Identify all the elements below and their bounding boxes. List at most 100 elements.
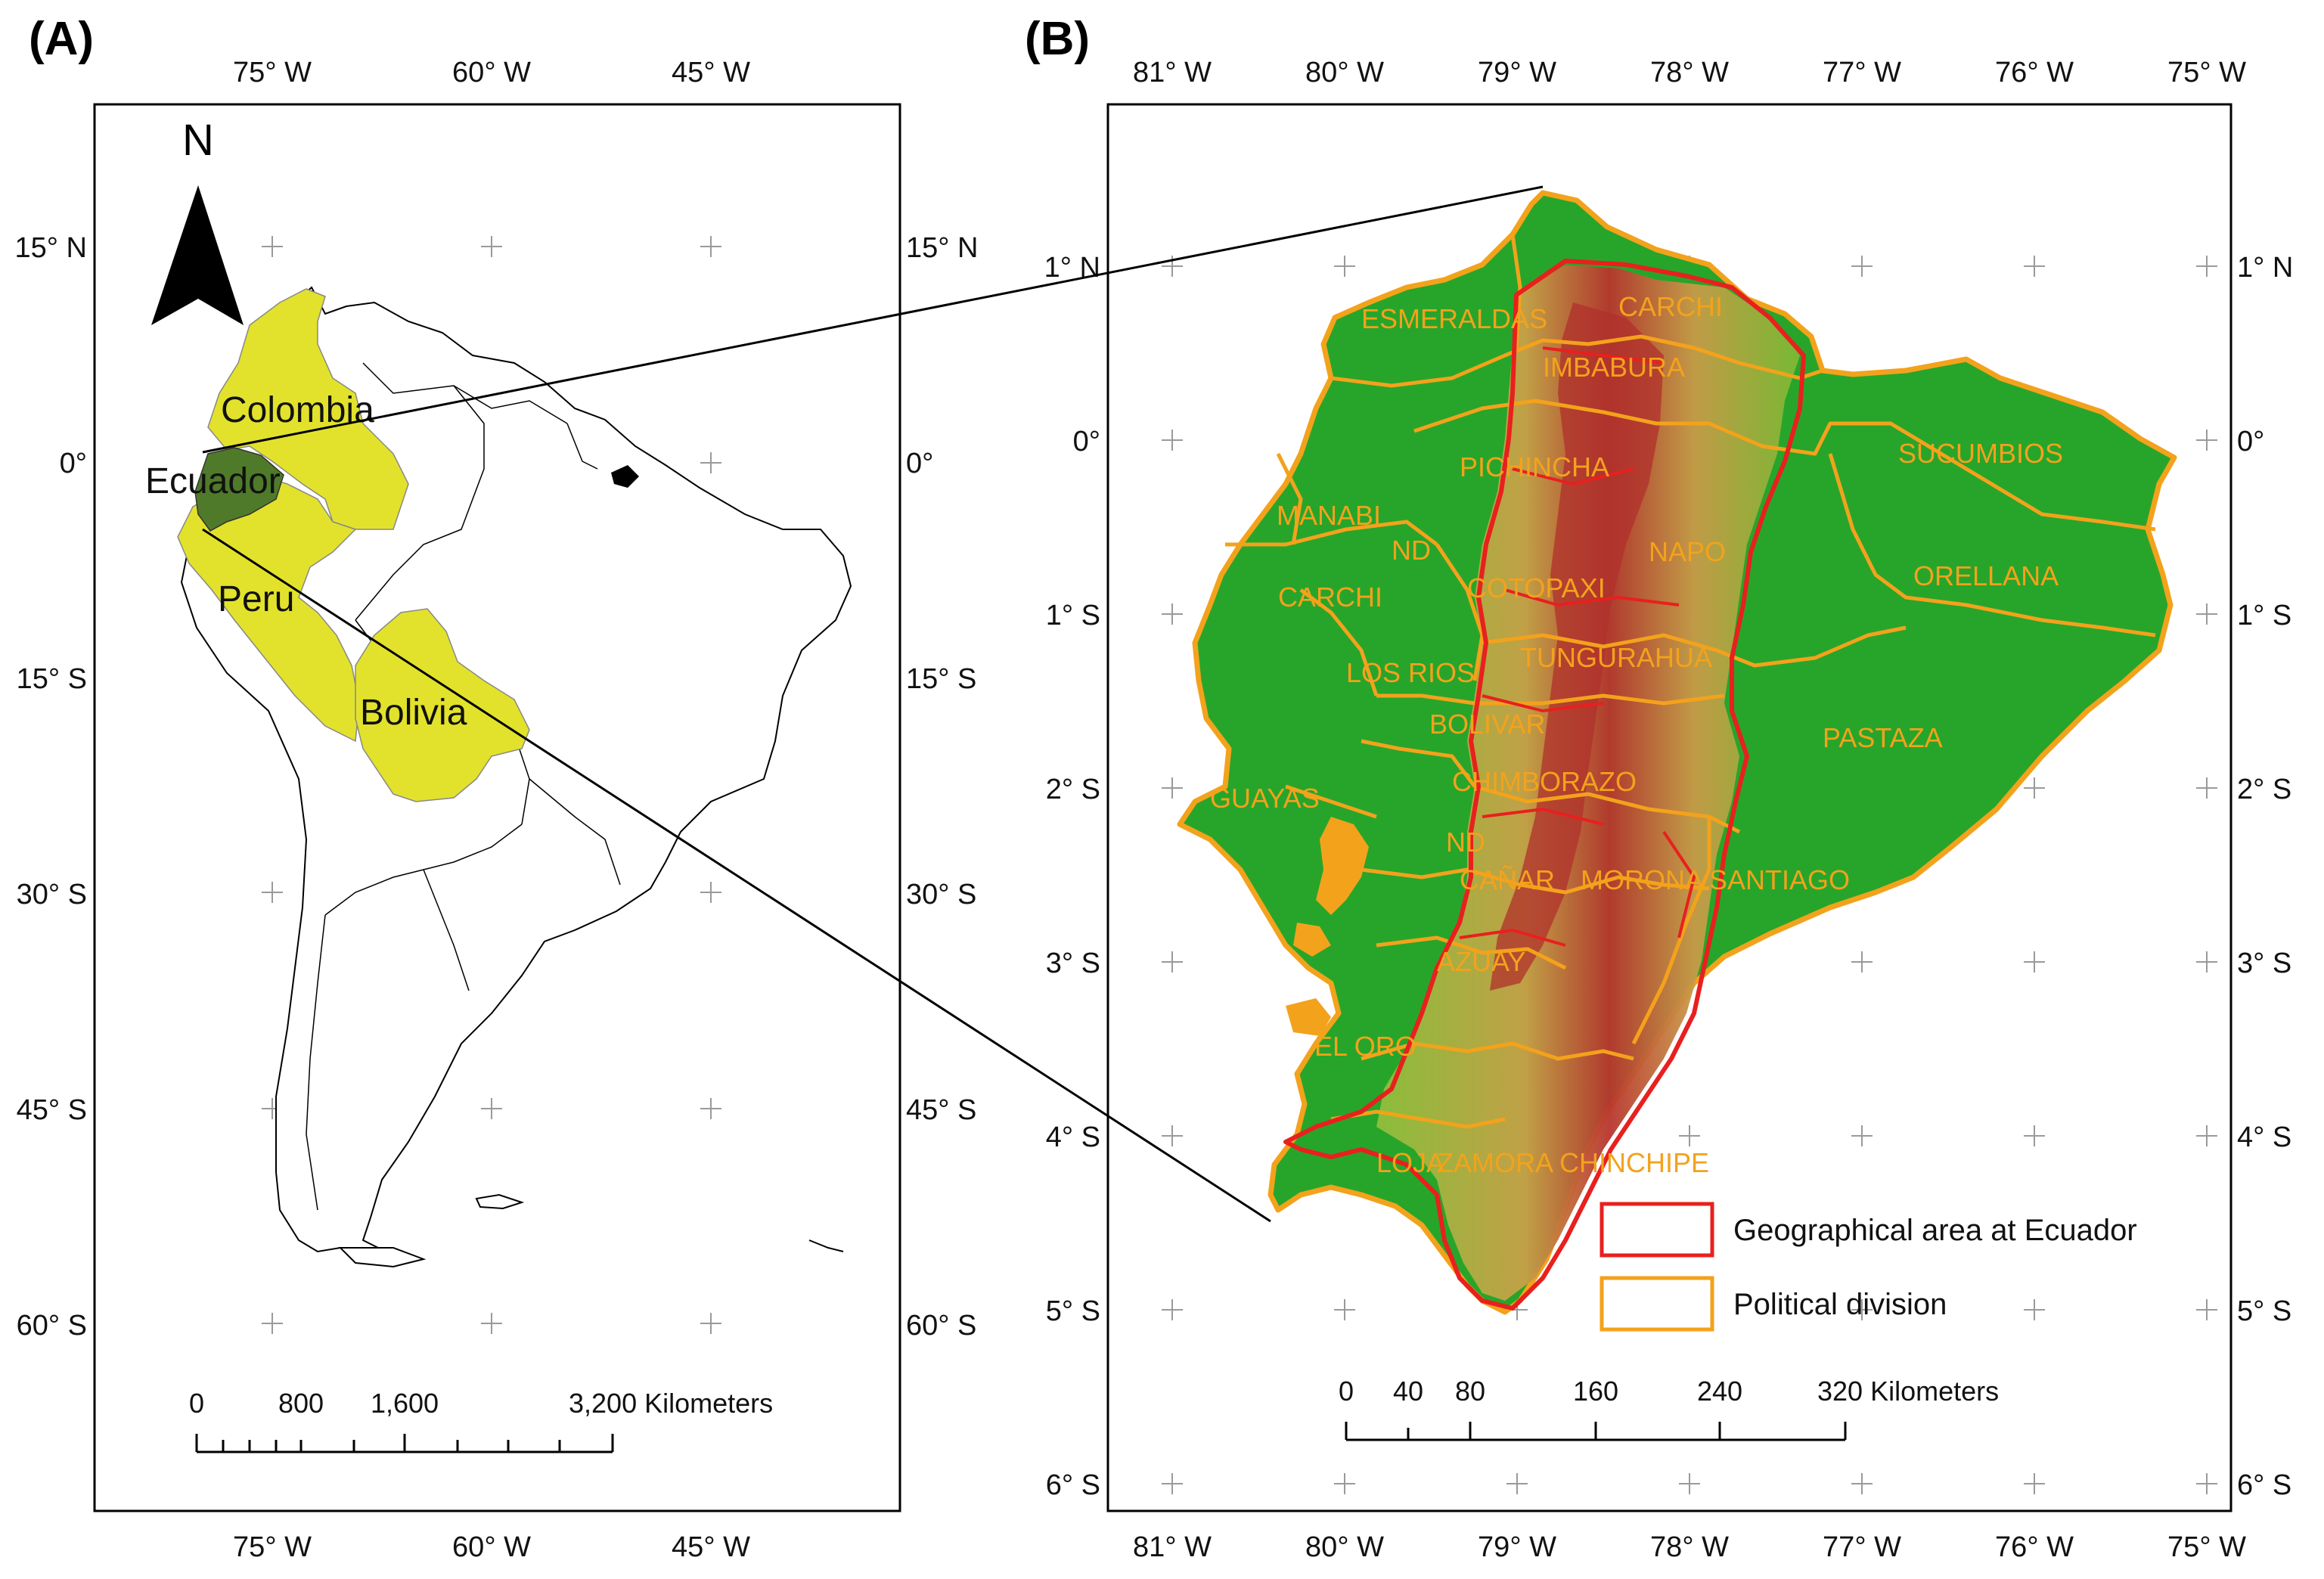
lat-label: 60° S (906, 1310, 976, 1342)
lat-label: 1° N (1044, 252, 1100, 284)
north-arrow-label: N (182, 116, 214, 165)
lon-label: 75° W (233, 1531, 312, 1563)
province-label: BOLIVAR (1429, 709, 1545, 740)
lon-label: 79° W (1478, 57, 1556, 88)
panel-b-lat-labels-left: 1° N 0° 1° S 2° S 3° S 4° S 5° S 6° S (1044, 252, 1100, 1501)
province-label: TUNGURAHUA (1520, 642, 1712, 673)
lon-label: 79° W (1478, 1531, 1556, 1563)
country-label-colombia: Colombia (221, 390, 374, 430)
legend-swatch-political-division (1599, 1276, 1714, 1332)
lon-label: 77° W (1823, 1531, 1901, 1563)
connector-line-top (202, 185, 1544, 454)
lat-label: 1° S (1046, 600, 1100, 631)
geographical-area-boundary (1283, 259, 1806, 1311)
south-georgia-island (808, 1239, 844, 1252)
lon-label: 45° W (672, 1531, 750, 1563)
lat-label: 0° (60, 448, 87, 479)
panel-a-scale-bar (195, 1434, 614, 1453)
tierra-del-fuego (338, 1247, 427, 1268)
country-label-peru: Peru (218, 579, 294, 619)
lat-label: 45° S (906, 1094, 976, 1126)
lon-label: 76° W (1995, 57, 2074, 88)
panel-b-lon-labels-bottom: 81° W 80° W 79° W 78° W 77° W 76° W 75° … (1133, 1531, 2246, 1563)
andes-high-peaks (1490, 302, 1664, 991)
lon-label: 80° W (1305, 57, 1384, 88)
province-label: ND (1392, 535, 1431, 566)
puna-island (1293, 923, 1331, 957)
legend: Geographical area at Ecuador Political d… (1599, 1202, 2137, 1332)
panel-a-lon-labels-top: 75° W 60° W 45° W (233, 57, 750, 88)
province-labels: ESMERALDAS CARCHI IMBABURA SUCUMBIOS PIC… (1210, 291, 2063, 1178)
connector-line-bottom (202, 528, 1271, 1223)
province-label: LOS RIOS (1346, 657, 1475, 688)
lon-label: 76° W (1995, 1531, 2074, 1563)
scale-label: 800 (278, 1388, 324, 1419)
lat-label: 4° S (1046, 1121, 1100, 1153)
ecuador-shape (194, 447, 284, 532)
lon-label: 81° W (1133, 57, 1212, 88)
geographical-area-inner-lines (1459, 346, 1696, 947)
lon-label: 78° W (1650, 1531, 1729, 1563)
scale-label: 240 (1697, 1376, 1742, 1407)
andes-relief (1376, 265, 1800, 1301)
panel-b-lat-labels-right: 1° N 0° 1° S 2° S 3° S 4° S 5° S 6° S (2237, 252, 2293, 1501)
province-label: CARCHI (1618, 291, 1723, 322)
lat-label: 15° S (17, 663, 87, 695)
lake-maracaibo (611, 465, 639, 488)
lat-label: 0° (2237, 426, 2264, 458)
lon-label: 75° W (2167, 57, 2246, 88)
province-label: PICHINCHA (1460, 451, 1609, 482)
lon-label: 60° W (452, 57, 531, 88)
panel-a-lon-labels-bottom: 75° W 60° W 45° W (233, 1531, 750, 1563)
lat-label: 5° S (1046, 1295, 1100, 1327)
province-label: NAPO (1649, 536, 1726, 567)
panel-a-label: (A) (29, 13, 94, 65)
lon-label: 75° W (233, 57, 312, 88)
scale-label: 80 (1455, 1376, 1485, 1407)
lat-label: 2° S (2237, 774, 2291, 805)
scale-label: 320 Kilometers (1817, 1376, 1999, 1407)
lat-label: 1° N (2237, 252, 2293, 284)
lon-label: 80° W (1305, 1531, 1384, 1563)
province-label: CARCHI (1278, 582, 1382, 613)
panel-a-lat-labels-right: 15° N 0° 15° S 30° S 45° S 60° S (906, 232, 978, 1342)
province-label: CHIMBORAZO (1452, 766, 1637, 797)
legend-label: Political division (1733, 1288, 1947, 1321)
lat-label: 0° (1073, 426, 1100, 458)
province-label: GUAYAS (1210, 783, 1320, 814)
scale-label: 40 (1393, 1376, 1423, 1407)
province-label: SUCUMBIOS (1898, 438, 2063, 469)
lon-label: 78° W (1650, 57, 1729, 88)
political-division-lines (1225, 234, 2156, 1129)
lat-label: 30° S (17, 879, 87, 910)
province-label: MANABI (1277, 500, 1381, 531)
peru-shape (177, 472, 360, 743)
lat-label: 3° S (2237, 948, 2291, 979)
lon-label: 60° W (452, 1531, 531, 1563)
lon-label: 77° W (1823, 57, 1901, 88)
scale-label: 1,600 (371, 1388, 439, 1419)
province-label: IMBABURA (1543, 352, 1685, 383)
province-label: PASTAZA (1823, 722, 1943, 753)
el-oro-coast (1286, 998, 1331, 1036)
panel-b: (B) 81° W 80° W 79° W 78° W 77° W 76° W … (1025, 13, 2293, 1563)
legend-label: Geographical area at Ecuador (1733, 1214, 2137, 1247)
province-label: ORELLANA (1913, 560, 2059, 591)
north-arrow: N (151, 116, 244, 325)
panel-b-lon-labels-top: 81° W 80° W 79° W 78° W 77° W 76° W 75° … (1133, 57, 2246, 88)
panel-a: (A) 75° W 60° W 45° W 75° W 60° W 45° W … (15, 13, 979, 1563)
scale-label: 3,200 Kilometers (569, 1388, 773, 1419)
lat-label: 15° N (906, 232, 978, 264)
legend-swatch-geographical-area (1599, 1202, 1714, 1258)
colombia-shape (207, 288, 409, 530)
province-label: COTOPAXI (1467, 572, 1606, 603)
scale-label: 0 (189, 1388, 204, 1419)
gulf-islands (1316, 817, 1369, 915)
lat-label: 15° N (15, 232, 87, 264)
lat-label: 6° S (2237, 1469, 2291, 1501)
province-label: EL ORO (1314, 1031, 1416, 1062)
country-label-ecuador: Ecuador (145, 461, 281, 501)
lat-label: 0° (906, 448, 933, 479)
lat-label: 6° S (1046, 1469, 1100, 1501)
province-label: MORONA SANTIAGO (1581, 864, 1850, 895)
